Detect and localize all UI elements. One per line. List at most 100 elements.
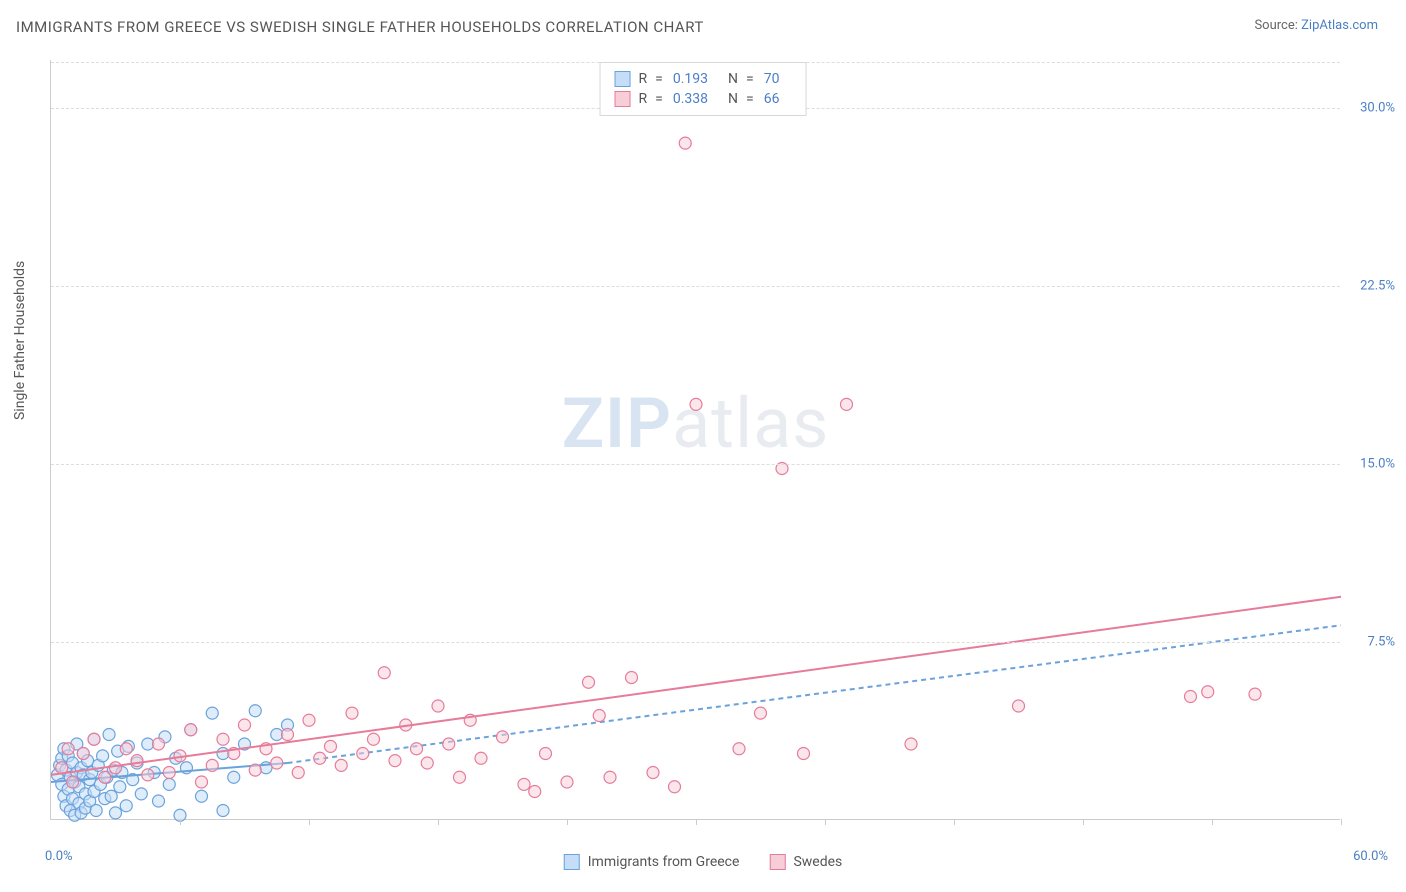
data-point	[249, 705, 261, 717]
x-axis-max-label: 60.0%	[1353, 849, 1388, 864]
data-point	[389, 755, 401, 767]
data-point	[196, 790, 208, 802]
data-point	[110, 762, 122, 774]
data-point	[325, 740, 337, 752]
data-point	[583, 676, 595, 688]
data-point	[421, 757, 433, 769]
data-point	[647, 767, 659, 779]
gridline	[51, 642, 1340, 643]
data-point	[185, 724, 197, 736]
n-value-2: 66	[764, 91, 780, 107]
data-point	[432, 700, 444, 712]
x-axis-legend: Immigrants from Greece Swedes	[564, 854, 843, 870]
data-point	[529, 786, 541, 798]
y-tick-label: 30.0%	[1360, 100, 1395, 115]
r-label: R	[639, 91, 648, 107]
data-point	[303, 714, 315, 726]
n-label: N	[728, 71, 738, 87]
data-point	[335, 759, 347, 771]
x-tick	[438, 819, 439, 825]
data-point	[561, 776, 573, 788]
data-point	[679, 137, 691, 149]
trend-line	[51, 597, 1341, 775]
data-point	[110, 807, 122, 819]
data-point	[77, 748, 89, 760]
data-point	[368, 733, 380, 745]
data-point	[841, 398, 853, 410]
data-point	[443, 738, 455, 750]
data-point	[97, 750, 109, 762]
data-point	[217, 805, 229, 817]
data-point	[105, 790, 117, 802]
x-tick	[180, 819, 181, 825]
data-point	[497, 731, 509, 743]
x-tick	[1341, 819, 1342, 825]
source-link[interactable]: ZipAtlas.com	[1301, 18, 1378, 33]
r-value-2: 0.338	[673, 91, 708, 107]
chart-title: IMMIGRANTS FROM GREECE VS SWEDISH SINGLE…	[16, 18, 704, 36]
eq: =	[655, 91, 663, 107]
legend-label-2: Swedes	[793, 854, 842, 870]
data-point	[755, 707, 767, 719]
x-tick	[567, 819, 568, 825]
data-point	[626, 672, 638, 684]
legend-item-1: Immigrants from Greece	[564, 854, 740, 870]
data-point	[733, 743, 745, 755]
plot-area: ZIPatlas 7.5%15.0%22.5%30.0%	[50, 60, 1340, 820]
data-point	[475, 752, 487, 764]
data-point	[669, 781, 681, 793]
data-point	[690, 398, 702, 410]
x-tick	[1083, 819, 1084, 825]
r-value-1: 0.193	[673, 71, 708, 87]
data-point	[357, 748, 369, 760]
y-tick-label: 22.5%	[1360, 278, 1395, 293]
x-tick	[1212, 819, 1213, 825]
legend-label-1: Immigrants from Greece	[588, 854, 740, 870]
data-point	[1013, 700, 1025, 712]
eq: =	[655, 71, 663, 87]
swatch-legend-1	[564, 854, 580, 870]
scatter-plot-svg	[51, 60, 1340, 819]
data-point	[604, 771, 616, 783]
r-label: R	[639, 71, 648, 87]
data-point	[454, 771, 466, 783]
y-axis-label: Single Father Households	[12, 261, 28, 420]
data-point	[163, 778, 175, 790]
data-point	[593, 710, 605, 722]
data-point	[239, 719, 251, 731]
data-point	[135, 788, 147, 800]
source-label: Source:	[1254, 18, 1297, 33]
data-point	[99, 771, 111, 783]
swatch-legend-2	[769, 854, 785, 870]
data-point	[292, 767, 304, 779]
eq: =	[746, 71, 754, 87]
data-point	[346, 707, 358, 719]
data-point	[411, 743, 423, 755]
stats-row-series1: R = 0.193 N = 70	[615, 69, 792, 89]
data-point	[67, 776, 79, 788]
data-point	[249, 764, 261, 776]
data-point	[540, 748, 552, 760]
data-point	[206, 759, 218, 771]
swatch-series1	[615, 71, 631, 87]
data-point	[206, 707, 218, 719]
legend-item-2: Swedes	[769, 854, 842, 870]
x-tick	[696, 819, 697, 825]
data-point	[62, 743, 74, 755]
n-value-1: 70	[764, 71, 780, 87]
eq: =	[746, 91, 754, 107]
data-point	[905, 738, 917, 750]
y-tick-label: 7.5%	[1367, 634, 1395, 649]
data-point	[88, 733, 100, 745]
data-point	[196, 776, 208, 788]
data-point	[271, 757, 283, 769]
data-point	[153, 738, 165, 750]
x-tick	[825, 819, 826, 825]
data-point	[1249, 688, 1261, 700]
swatch-series2	[615, 91, 631, 107]
data-point	[217, 733, 229, 745]
data-point	[282, 729, 294, 741]
x-tick	[954, 819, 955, 825]
n-label: N	[728, 91, 738, 107]
gridline	[51, 286, 1340, 287]
